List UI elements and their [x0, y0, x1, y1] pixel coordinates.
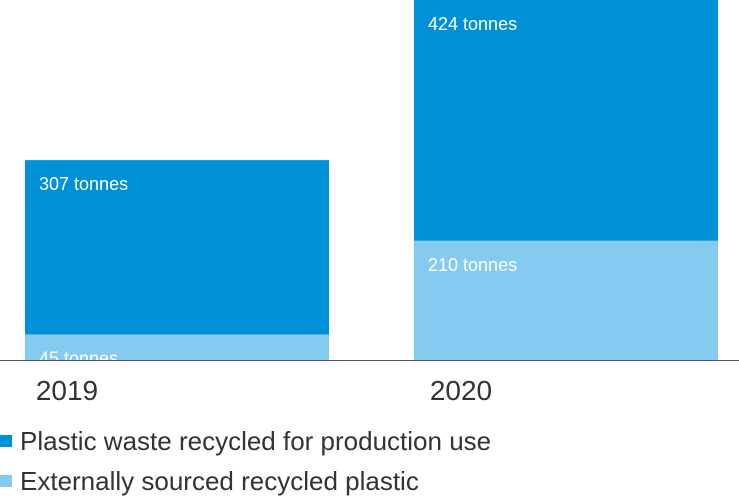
- x-tick-label-2020: 2020: [430, 375, 492, 406]
- data-label-plastic-waste-recycled-for-production-use-2019: 307 tonnes: [39, 174, 128, 194]
- data-label-externally-sourced-recycled-plastic-2019: 45 tonnes: [39, 348, 118, 368]
- bar-externally-sourced-recycled-plastic-2019: [25, 334, 329, 360]
- data-label-externally-sourced-recycled-plastic-2020: 210 tonnes: [428, 255, 517, 275]
- legend-label-plastic-waste-recycled: Plastic waste recycled for production us…: [20, 426, 492, 456]
- bar-labels-group: 45 tonnes 307 tonnes 210 tonnes 424 tonnes: [39, 14, 517, 368]
- data-label-plastic-waste-recycled-for-production-use-2020: 424 tonnes: [428, 14, 517, 34]
- legend-label-externally-sourced: Externally sourced recycled plastic: [20, 466, 419, 496]
- bar-plastic-waste-recycled-for-production-use-2019: [25, 160, 329, 335]
- legend-item-plastic-waste-recycled: Plastic waste recycled for production us…: [0, 424, 491, 458]
- x-tick-label-2019: 2019: [36, 375, 98, 406]
- legend-swatch-plastic-waste-recycled: [0, 435, 12, 447]
- x-tick-labels-group: 2019 2020: [36, 375, 492, 406]
- bar-externally-sourced-recycled-plastic-2020: [414, 240, 718, 360]
- bar-plastic-waste-recycled-for-production-use-2020: [414, 0, 718, 241]
- legend-swatch-externally-sourced: [0, 475, 12, 487]
- bars-group: [25, 0, 718, 360]
- legend-item-externally-sourced: Externally sourced recycled plastic: [0, 464, 419, 498]
